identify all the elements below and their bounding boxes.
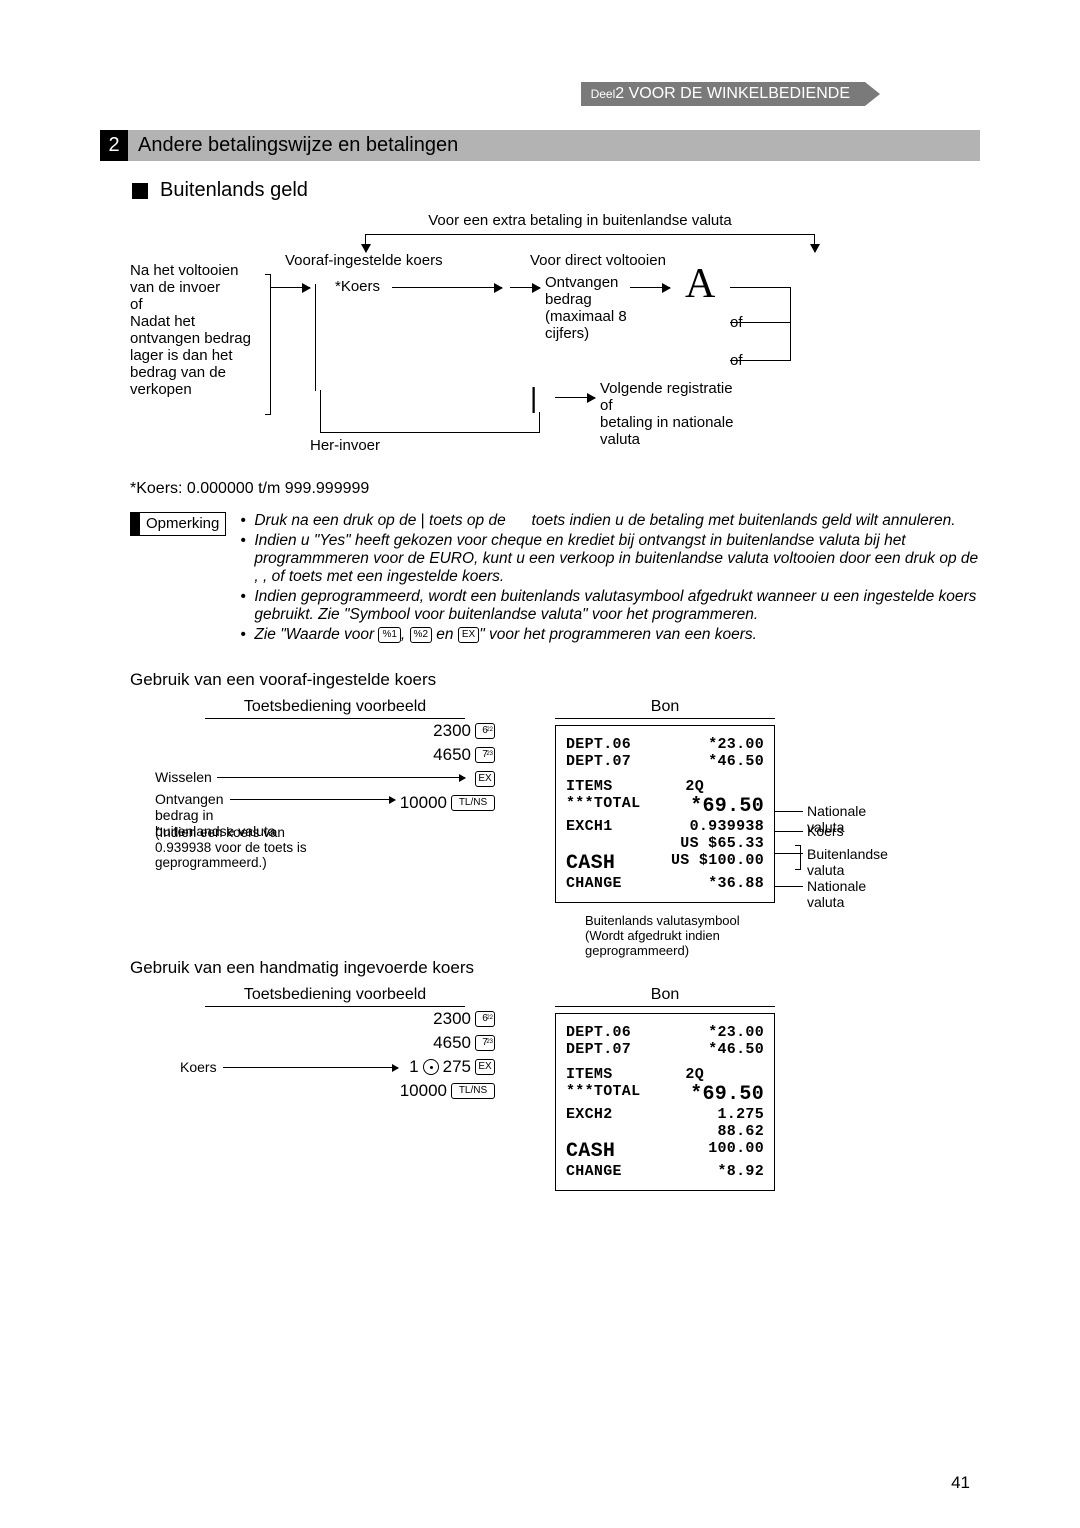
arrow-wisselen: [217, 777, 465, 778]
flow-arrow-2b: [510, 287, 540, 288]
key-7-icon: 723: [475, 747, 495, 763]
keyop2-v3a: 1: [409, 1057, 418, 1077]
receipt-1: DEPT.06*23.00 DEPT.07*46.50 ITEMS2Q ***T…: [555, 725, 775, 903]
flow-arrow-next: [555, 397, 595, 398]
keyops-list-2: 2300622 4650723 1 275EX 10000TL/NS Koers: [155, 1007, 495, 1103]
annot-bracket-b: [795, 869, 801, 870]
flow-big-a-label: A: [685, 260, 715, 308]
flow-left-brace-b: [265, 414, 271, 415]
subheading-text: Buitenlands geld: [160, 179, 308, 202]
section-title: Andere betalingswijze en betalingen: [128, 130, 980, 161]
arrow-koers-2: [223, 1067, 398, 1068]
annot-foot: Buitenlands valutasymbool (Wordt afgedru…: [585, 913, 740, 958]
note-block: Opmerking •Druk na een druk op de | toet…: [130, 512, 980, 646]
key-pct1-icon: %1: [378, 627, 400, 643]
example1-title: Gebruik van een vooraf-ingestelde koers: [130, 670, 980, 690]
keyop-v4: 10000: [400, 793, 447, 813]
receipt-header-2: Bon: [555, 986, 775, 1007]
receipt-2: DEPT.06*23.00 DEPT.07*46.50 ITEMS2Q ***T…: [555, 1013, 775, 1191]
page-number: 41: [951, 1473, 970, 1493]
example2-title: Gebruik van een handmatig ingevoerde koe…: [130, 958, 980, 978]
section-number: 2: [100, 130, 128, 161]
keyops-header-2: Toetsbediening voorbeeld: [205, 986, 465, 1007]
receipt-header: Bon: [555, 698, 775, 719]
koers-range-note: *Koers: 0.000000 t/m 999.999999: [130, 480, 980, 498]
r-arrow-2: [775, 831, 803, 832]
keyop2-v3b: 275: [443, 1057, 471, 1077]
key-6-icon: 622: [475, 723, 495, 739]
subheading: Buitenlands geld: [132, 179, 980, 202]
annot-bracket-t: [795, 845, 801, 846]
flow-down-arrow-2: [814, 234, 815, 252]
keyops-header: Toetsbediening voorbeeld: [205, 698, 465, 719]
flow-received-label: Ontvangen bedrag (maximaal 8 cijfers): [545, 274, 627, 342]
flow-preset-rate-label: Vooraf-ingestelde koers: [285, 252, 443, 269]
keyop2-v2: 4650: [433, 1033, 471, 1053]
keyops-list: 2300622 4650723 EX 10000TL/NS Wisselen O…: [155, 719, 495, 870]
label-wisselen: Wisselen: [155, 769, 212, 785]
key-ex-icon: EX: [475, 771, 495, 787]
flow-left-brace: [270, 274, 271, 414]
key-tlns-icon: TL/NS: [451, 795, 495, 811]
key-ex-icon: EX: [475, 1059, 495, 1075]
key-ex-icon: EX: [458, 627, 479, 643]
note-label: Opmerking: [130, 512, 226, 536]
flow-vbar: |: [530, 382, 537, 414]
part-header: Deel2 VOOR DE WINKELBEDIENDE: [581, 82, 880, 106]
flow-arrow-1: [270, 287, 310, 288]
flow-next-reg-label: Volgende registratie of betaling in nati…: [600, 380, 733, 448]
flow-down-arrow-1: [365, 234, 366, 252]
flow-left-text: Na het voltooien van de invoer of Nadat …: [130, 262, 275, 398]
example2-row: Toetsbediening voorbeeld 2300622 4650723…: [155, 986, 980, 1191]
flow-arrow-3: [630, 287, 670, 288]
flow-loop-down: [320, 390, 321, 432]
keyop2-v4: 10000: [400, 1081, 447, 1101]
flow-left-brace-t: [265, 274, 271, 275]
keyop-v1: 2300: [433, 721, 471, 741]
flow-line-r3: [730, 360, 790, 361]
annot-koers: Koers: [807, 823, 844, 839]
key-6-icon: 622: [475, 1011, 495, 1027]
flow-loop-up: [539, 412, 540, 432]
flow-direct-finalize-label: Voor direct voltooien: [530, 252, 666, 269]
flow-reentry-label: Her-invoer: [310, 437, 380, 454]
note-bullet-4: Zie "Waarde voor %1, %2 en EX" voor het …: [254, 626, 757, 644]
flow-arrow-2: [392, 287, 502, 288]
r-arrow-1: [775, 811, 803, 812]
flow-top-caption: Voor een extra betaling in buitenlandse …: [380, 212, 780, 229]
note-bullet-2: Indien u "Yes" heeft gekozen voor cheque…: [254, 532, 980, 586]
section-header: 2 Andere betalingswijze en betalingen: [100, 130, 980, 161]
annot-nat-val-2: Nationale valuta: [807, 878, 866, 910]
annot-foreign-val: Buitenlandse valuta: [807, 846, 888, 878]
flow-koers-down: [315, 284, 316, 391]
key-7-icon: 723: [475, 1035, 495, 1051]
square-bullet-icon: [132, 183, 148, 199]
note-bullet-1: Druk na een druk op de | toets op de toe…: [254, 512, 955, 530]
flow-line-r1: [730, 287, 790, 288]
r-arrow-3: [775, 853, 803, 854]
part-num: 2: [615, 85, 624, 102]
key-tlns-icon: TL/NS: [451, 1083, 495, 1099]
key-dot-icon: [423, 1059, 439, 1075]
note-list: •Druk na een druk op de | toets op de to…: [240, 512, 980, 646]
label-koers-2: Koers: [180, 1059, 217, 1075]
flow-diagram: Voor een extra betaling in buitenlandse …: [130, 212, 980, 472]
key-pct2-icon: %2: [410, 627, 432, 643]
flow-loop-across: [320, 432, 540, 433]
r-arrow-4: [775, 886, 803, 887]
keyop-v2: 4650: [433, 745, 471, 765]
arrow-ontvangen: [230, 799, 395, 800]
keyop2-v1: 2300: [433, 1009, 471, 1029]
flow-koers-label: *Koers: [335, 278, 380, 295]
flow-top-line: [365, 234, 815, 235]
part-title: VOOR DE WINKELBEDIENDE: [624, 85, 850, 102]
flow-line-r-v: [790, 287, 791, 361]
note-bullet-3: Indien geprogrammeerd, wordt een buitenl…: [254, 588, 980, 624]
annot-bracket: [800, 845, 801, 869]
part-prefix: Deel: [591, 87, 616, 101]
example1-row: Toetsbediening voorbeeld 2300622 4650723…: [155, 698, 980, 903]
flow-line-r2: [730, 322, 790, 323]
